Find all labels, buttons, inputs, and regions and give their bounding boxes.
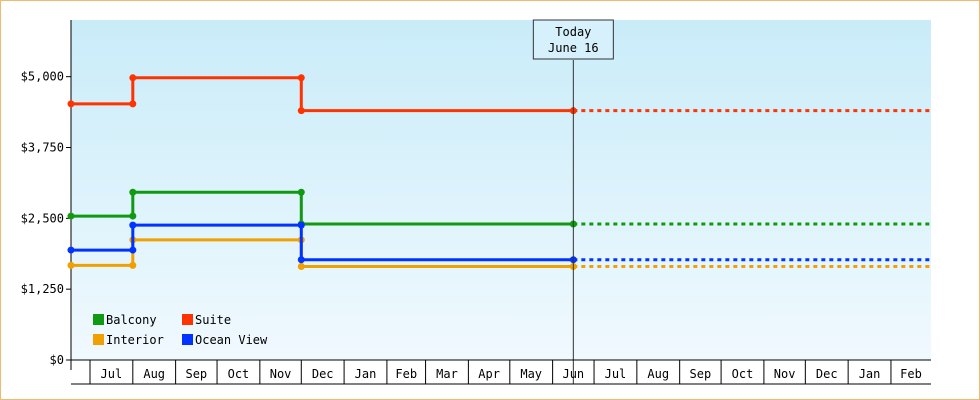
today-label: June 16 [548,41,599,55]
x-tick-label: Apr [478,367,500,381]
x-tick-label: Jul [101,367,123,381]
legend: Balcony Suite Interior Ocean View [93,313,268,347]
data-point [67,246,75,254]
series-line [71,238,574,268]
legend-label-balcony: Balcony [106,313,157,327]
legend-label-interior: Interior [106,333,164,347]
data-point [129,74,137,82]
legend-swatch-balcony [93,314,104,325]
x-tick-label: Feb [395,367,417,381]
data-point [67,212,75,220]
series-line [71,76,574,113]
y-tick-label: $2,500 [21,211,64,225]
legend-swatch-suite [182,314,193,325]
x-axis: Jul Aug Sep Oct Nov Dec Jan Feb Mar Apr May Jun Jul A… [71,359,931,385]
data-point [129,246,137,254]
data-point [129,100,137,108]
data-point [129,221,137,229]
data-point [297,188,305,196]
series-layer [67,74,930,270]
x-tick-label: Sep [690,367,712,381]
series-ocean-view [67,221,930,264]
today-marker: Today June 16 [532,19,614,384]
data-point [297,256,305,264]
x-tick-label: Aug [647,367,669,381]
x-tick-label: May [520,367,542,381]
legend-label-suite: Suite [195,313,231,327]
data-point [67,100,75,108]
x-tick-label: Jul [605,367,627,381]
data-point [129,261,137,269]
y-tick-label: $1,250 [21,282,64,296]
x-tick-label: Dec [816,367,838,381]
x-tick-label: Jan [355,367,377,381]
legend-swatch-interior [93,334,104,345]
y-tick-label: $0 [50,353,64,367]
x-tick-label: Oct [732,367,754,381]
x-tick-label: Nov [270,367,292,381]
data-point [297,221,305,229]
plot-background [71,20,931,360]
series-balcony [67,188,930,228]
x-tick-label: Dec [312,367,334,381]
data-point [67,261,75,269]
x-tick-label: Oct [228,367,250,381]
series-line [71,223,574,262]
x-tick-label: Sep [185,367,207,381]
y-tick-label: $3,750 [21,141,64,155]
data-point [129,188,137,196]
today-label: Today [555,25,591,39]
series-line [71,190,574,226]
data-point [297,263,305,270]
data-point [297,74,305,82]
today-box [532,19,614,60]
legend-swatch-ocean-view [182,334,193,345]
x-tick-label: Jan [859,367,881,381]
data-point [297,107,305,115]
x-tick-label: Jun [562,367,584,381]
x-tick-label: Nov [774,367,796,381]
x-tick-label: Feb [900,367,922,381]
y-axis: $0 $1,250 $2,500 $3,750 $5,000 [21,20,72,370]
x-tick-label: Mar [436,367,458,381]
data-point [129,212,137,220]
x-tick-label: Aug [143,367,165,381]
series-suite [67,74,930,115]
legend-label-ocean-view: Ocean View [195,333,268,347]
y-tick-label: $5,000 [21,70,64,84]
